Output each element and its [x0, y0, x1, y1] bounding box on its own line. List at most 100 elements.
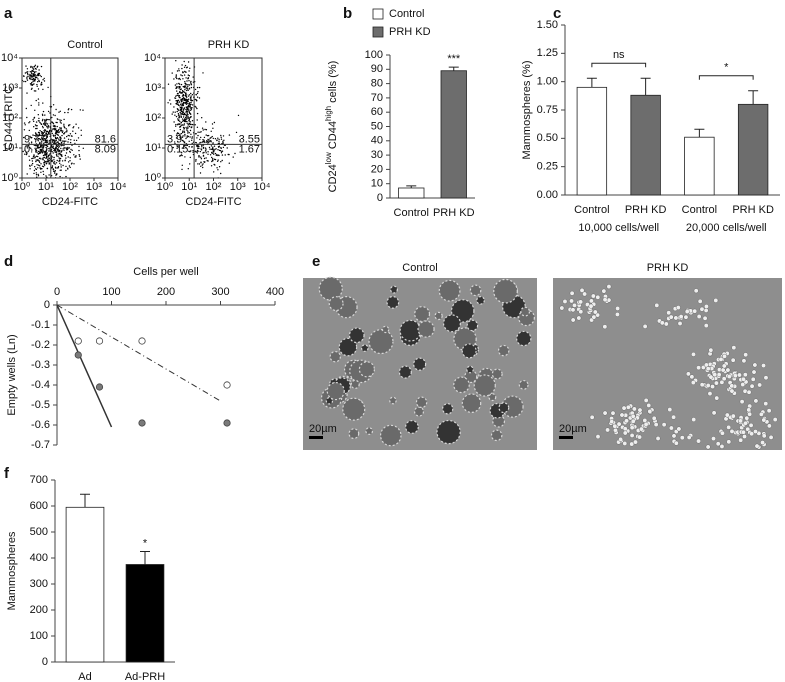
sphere — [466, 365, 474, 374]
event-dot — [67, 109, 70, 111]
event-dot — [47, 125, 49, 127]
event-dot — [67, 111, 69, 114]
cell — [666, 310, 672, 316]
event-dot — [183, 66, 186, 69]
cell — [618, 436, 624, 442]
event-dot — [30, 77, 32, 79]
event-dot — [196, 96, 199, 98]
y-tick-label: 0.00 — [537, 189, 558, 201]
event-dot — [34, 149, 37, 151]
event-dot — [190, 83, 192, 85]
event-dot — [180, 100, 183, 103]
event-dot — [183, 85, 186, 88]
event-dot — [45, 133, 47, 135]
event-dot — [31, 162, 34, 165]
event-dot — [183, 96, 185, 99]
event-dot — [82, 147, 85, 149]
y-tick-label: 100 — [365, 49, 383, 61]
event-dot — [198, 86, 201, 89]
cell — [713, 298, 719, 303]
event-dot — [69, 160, 71, 162]
event-dot — [35, 127, 37, 130]
cell — [605, 427, 610, 433]
cell — [705, 383, 711, 388]
event-dot — [67, 167, 69, 169]
cell — [726, 424, 732, 430]
event-dot — [175, 102, 178, 104]
cell — [744, 415, 750, 421]
event-dot — [177, 99, 180, 102]
event-dot — [68, 147, 71, 149]
sphere — [415, 396, 428, 409]
event-dot — [33, 66, 35, 68]
event-dot — [26, 78, 28, 80]
event-dot — [203, 157, 206, 160]
cell — [750, 376, 756, 382]
event-dot — [63, 142, 65, 145]
event-dot — [65, 175, 67, 178]
event-dot — [68, 165, 71, 167]
event-dot — [52, 145, 54, 147]
cell — [595, 294, 601, 300]
event-dot — [212, 149, 214, 151]
event-dot — [178, 109, 180, 112]
event-dot — [188, 140, 190, 142]
cell — [685, 371, 691, 377]
sphere — [518, 379, 529, 390]
cell — [760, 440, 765, 445]
event-dot — [239, 139, 241, 141]
event-dot — [190, 101, 192, 104]
event-dot — [187, 100, 189, 103]
event-dot — [185, 113, 187, 116]
event-dot — [54, 170, 56, 172]
event-dot — [212, 137, 214, 140]
event-dot — [186, 122, 188, 125]
event-dot — [33, 169, 36, 172]
panel-letter: e — [312, 253, 320, 270]
event-dot — [174, 84, 177, 86]
event-dot — [32, 73, 34, 75]
event-dot — [33, 83, 35, 85]
event-dot — [48, 119, 50, 121]
event-dot — [181, 152, 183, 154]
event-dot — [210, 140, 212, 142]
x-tick-label: 10⁴ — [254, 181, 271, 193]
event-dot — [177, 104, 180, 107]
event-dot — [187, 130, 189, 132]
y-tick-label: 0.75 — [537, 104, 558, 116]
x-tick-label: Ad-PRH — [125, 671, 165, 682]
event-dot — [213, 158, 216, 160]
event-dot — [39, 138, 42, 141]
event-dot — [183, 141, 186, 143]
cell — [763, 375, 769, 381]
event-dot — [34, 138, 37, 140]
event-dot — [175, 137, 178, 139]
event-dot — [201, 141, 204, 143]
event-dot — [179, 78, 181, 81]
event-dot — [43, 164, 46, 166]
cell — [622, 430, 628, 436]
y-axis-label: CD24low CD44high cells (%) — [324, 61, 339, 193]
sphere — [520, 306, 531, 317]
event-dot — [25, 65, 27, 67]
sphere — [328, 296, 344, 312]
event-dot — [39, 130, 41, 132]
event-dot — [196, 86, 199, 89]
event-dot — [232, 156, 234, 158]
cell — [705, 366, 711, 372]
event-dot — [55, 147, 57, 149]
event-dot — [175, 86, 178, 88]
event-dot — [61, 130, 63, 132]
event-dot — [35, 77, 37, 79]
event-dot — [190, 95, 192, 97]
event-dot — [217, 169, 219, 171]
event-dot — [181, 75, 183, 77]
event-dot — [188, 75, 190, 77]
event-dot — [59, 158, 61, 160]
event-dot — [55, 154, 58, 156]
event-dot — [45, 146, 47, 149]
event-dot — [56, 130, 58, 133]
event-dot — [38, 104, 40, 106]
event-dot — [208, 142, 210, 144]
event-dot — [203, 161, 205, 163]
